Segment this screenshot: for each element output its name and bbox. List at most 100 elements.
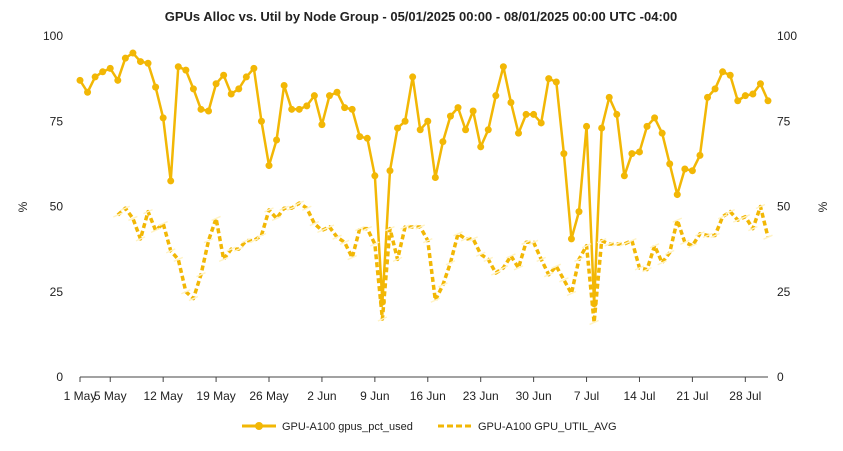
- data-point: [598, 124, 606, 132]
- data-point: [182, 66, 190, 74]
- x-tick-label: 28 Jul: [729, 389, 761, 403]
- data-point: [453, 231, 463, 237]
- data-point: [522, 110, 530, 118]
- data-point: [135, 236, 146, 242]
- data-point: [424, 117, 432, 125]
- data-point: [167, 177, 175, 185]
- data-point: [362, 226, 373, 232]
- data-point: [545, 75, 553, 83]
- data-point: [273, 136, 281, 144]
- y-axis-left: 0 25 50 75 100: [43, 29, 63, 384]
- data-point: [332, 234, 342, 240]
- data-point: [596, 237, 607, 244]
- data-point: [688, 167, 696, 175]
- data-point: [430, 297, 441, 303]
- x-tick-label: 7 Jul: [574, 389, 599, 403]
- data-point: [347, 255, 357, 261]
- data-point: [302, 205, 312, 211]
- data-point: [377, 316, 388, 322]
- data-point: [341, 104, 349, 112]
- data-point: [445, 260, 456, 266]
- data-point: [318, 121, 326, 129]
- data-point: [76, 76, 84, 84]
- data-point: [310, 92, 318, 100]
- data-point: [113, 212, 123, 218]
- data-point: [324, 224, 335, 230]
- data-point: [106, 64, 114, 72]
- data-point: [711, 85, 719, 93]
- data-point: [704, 93, 712, 101]
- data-point: [612, 241, 622, 247]
- data-point: [613, 110, 621, 118]
- data-point: [477, 143, 485, 151]
- data-point: [196, 272, 206, 278]
- data-point: [513, 265, 524, 271]
- data-point: [717, 214, 728, 220]
- data-point: [627, 237, 637, 244]
- legend-item-pct-used[interactable]: GPU-A100 gpus_pct_used: [242, 421, 413, 433]
- data-point: [400, 224, 410, 230]
- data-point: [749, 90, 757, 98]
- y-tick-label-right: 0: [777, 370, 784, 384]
- data-point: [755, 203, 766, 210]
- data-point: [681, 165, 689, 173]
- data-point: [159, 114, 167, 122]
- x-tick-label: 12 May: [143, 389, 182, 403]
- data-point: [256, 232, 267, 239]
- x-tick-label: 30 Jun: [516, 389, 552, 403]
- data-point: [325, 92, 333, 100]
- data-point: [649, 243, 660, 249]
- data-point: [732, 217, 743, 223]
- y-tick-label-right: 75: [777, 114, 791, 128]
- data-point: [235, 85, 243, 93]
- legend-item-util-avg[interactable]: GPU-A100 GPU_UTIL_AVG: [438, 421, 617, 433]
- data-point: [121, 54, 129, 62]
- data-point: [212, 80, 220, 88]
- y-axis-right: 0 25 50 75 100: [777, 29, 797, 384]
- data-point: [634, 265, 645, 271]
- data-point: [439, 138, 447, 146]
- data-point: [507, 98, 515, 106]
- data-point: [651, 114, 659, 122]
- data-point: [552, 78, 560, 86]
- data-point: [484, 126, 492, 134]
- data-point: [370, 241, 380, 247]
- x-tick-label: 1 May: [64, 389, 97, 403]
- data-point: [469, 107, 477, 115]
- data-point: [696, 151, 704, 159]
- data-point: [120, 205, 131, 211]
- data-point: [144, 59, 152, 67]
- data-point: [181, 289, 191, 295]
- data-point: [741, 92, 749, 100]
- data-point: [354, 226, 365, 232]
- data-point: [333, 88, 341, 96]
- y-tick-label-right: 50: [777, 200, 791, 214]
- data-point: [197, 105, 205, 113]
- data-point: [446, 112, 454, 120]
- legend: GPU-A100 gpus_pct_used GPU-A100 GPU_UTIL…: [242, 421, 617, 433]
- data-point: [227, 90, 235, 98]
- data-point: [566, 290, 577, 297]
- data-point: [643, 122, 651, 130]
- data-point: [734, 97, 742, 105]
- data-point: [226, 246, 236, 252]
- x-tick-label: 2 Jun: [307, 389, 336, 403]
- data-point: [475, 251, 486, 257]
- data-point: [205, 107, 213, 115]
- data-point: [657, 260, 667, 266]
- y-tick-label-right: 100: [777, 29, 797, 43]
- data-point: [174, 63, 182, 71]
- data-point: [581, 243, 592, 249]
- data-point: [499, 63, 507, 71]
- data-point: [220, 71, 228, 79]
- data-point: [422, 237, 433, 244]
- series-line-dashed: [116, 201, 770, 325]
- data-point: [280, 81, 288, 89]
- data-point: [642, 266, 652, 273]
- data-point: [725, 208, 735, 215]
- y-tick-label-left: 25: [50, 285, 64, 299]
- data-point: [673, 191, 681, 199]
- data-point: [543, 272, 554, 278]
